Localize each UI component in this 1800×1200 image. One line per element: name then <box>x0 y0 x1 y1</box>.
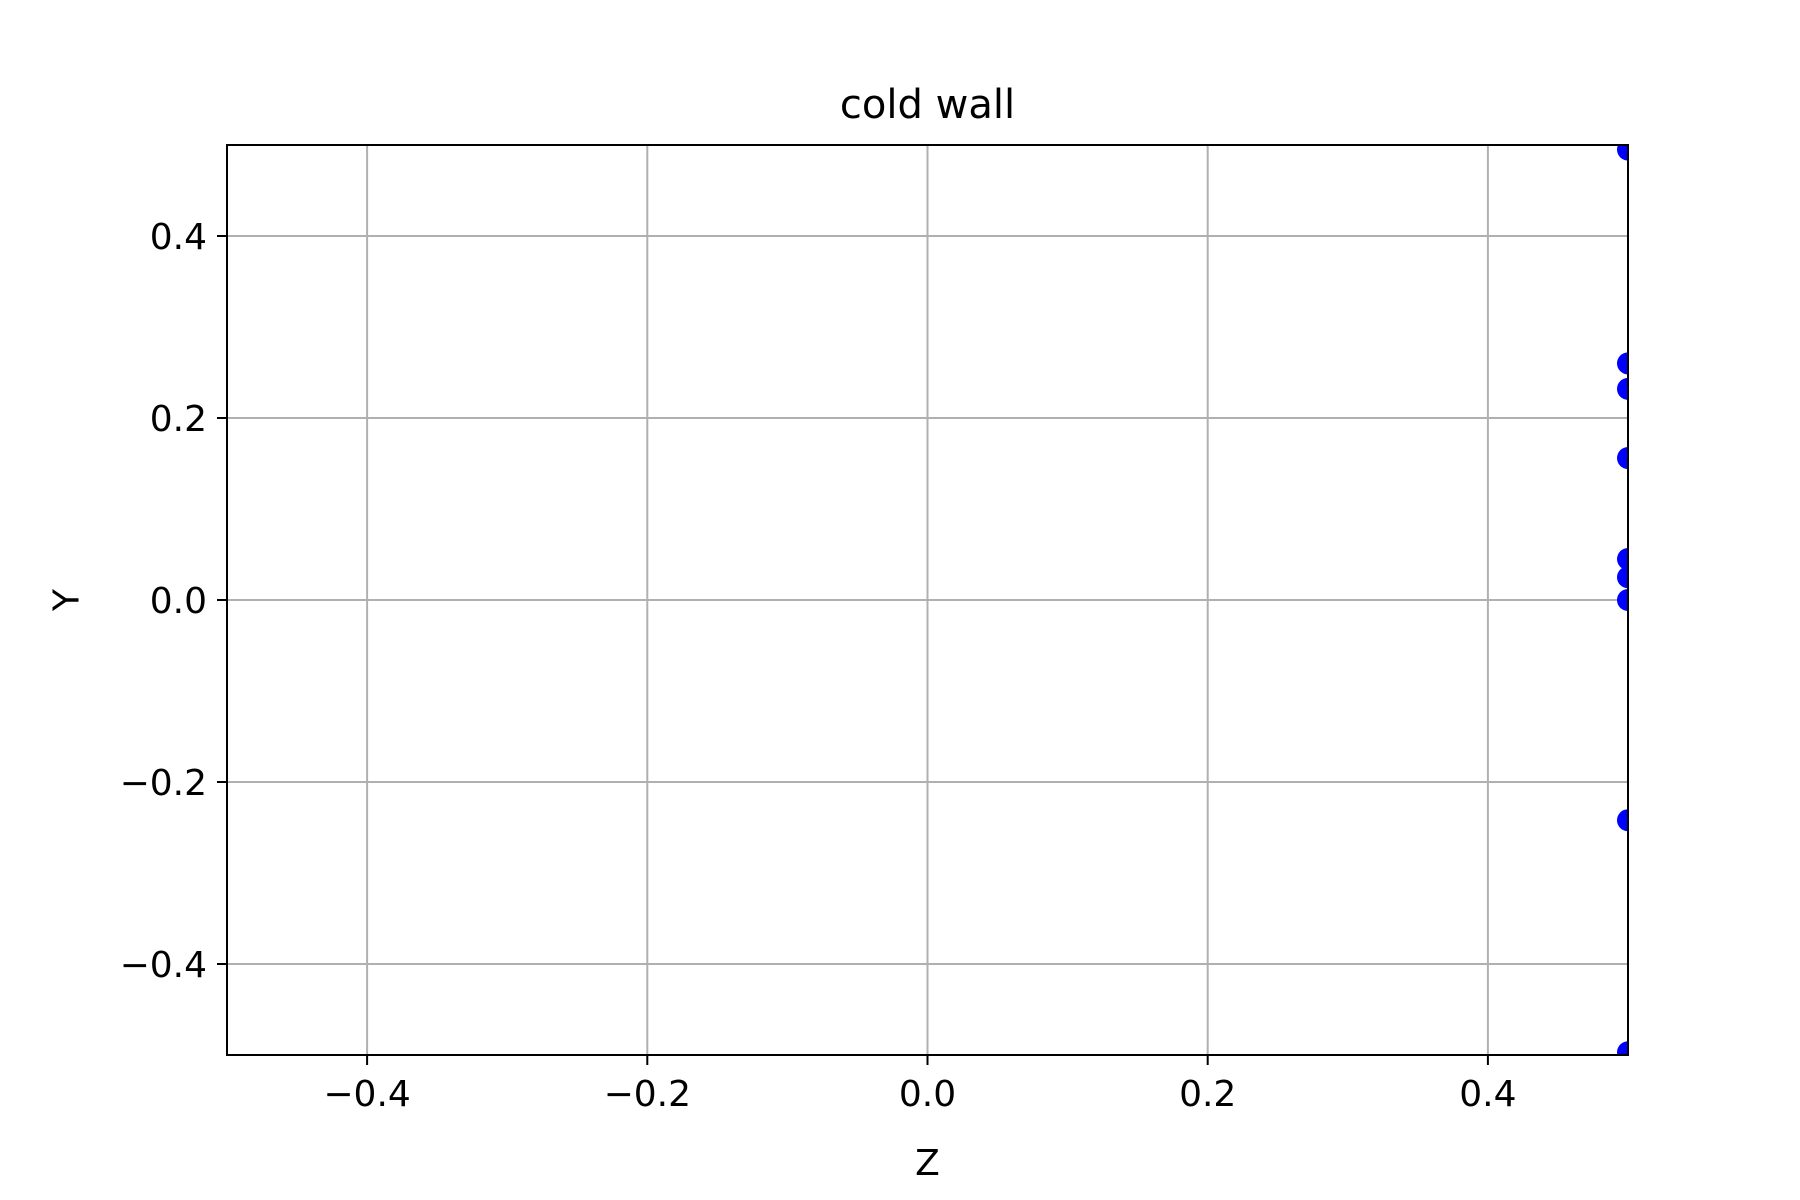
y-tick-label: −0.2 <box>120 763 207 804</box>
scatter-points <box>1617 145 1628 1055</box>
scatter-point <box>1617 548 1628 571</box>
y-tick-label: 0.2 <box>150 399 207 440</box>
scatter-point <box>1617 145 1628 161</box>
x-tick-label: −0.4 <box>323 1074 410 1115</box>
scatter-point <box>1617 566 1628 589</box>
y-tick-label: −0.4 <box>120 945 207 986</box>
x-axis-label: Z <box>915 1143 940 1184</box>
grid-lines <box>227 145 1628 1055</box>
y-tick-label: 0.4 <box>150 217 207 258</box>
x-tick-label: −0.2 <box>604 1074 691 1115</box>
x-tick-label: 0.4 <box>1459 1074 1516 1115</box>
scatter-point <box>1617 447 1628 470</box>
chart-title: cold wall <box>840 82 1015 128</box>
scatter-point <box>1617 1041 1628 1055</box>
y-axis-label: Y <box>47 588 88 612</box>
scatter-point <box>1617 589 1628 611</box>
axis-ticks: −0.4 −0.2 0.0 0.2 0.4 −0.4 −0.2 0.0 0.2 0.4 <box>120 217 1517 1115</box>
scatter-point <box>1617 809 1628 832</box>
y-tick-label: 0.0 <box>150 581 207 622</box>
scatter-point <box>1617 377 1628 400</box>
x-tick-label: 0.2 <box>1179 1074 1236 1115</box>
scatter-point <box>1617 352 1628 375</box>
x-tick-label: 0.0 <box>899 1074 956 1115</box>
